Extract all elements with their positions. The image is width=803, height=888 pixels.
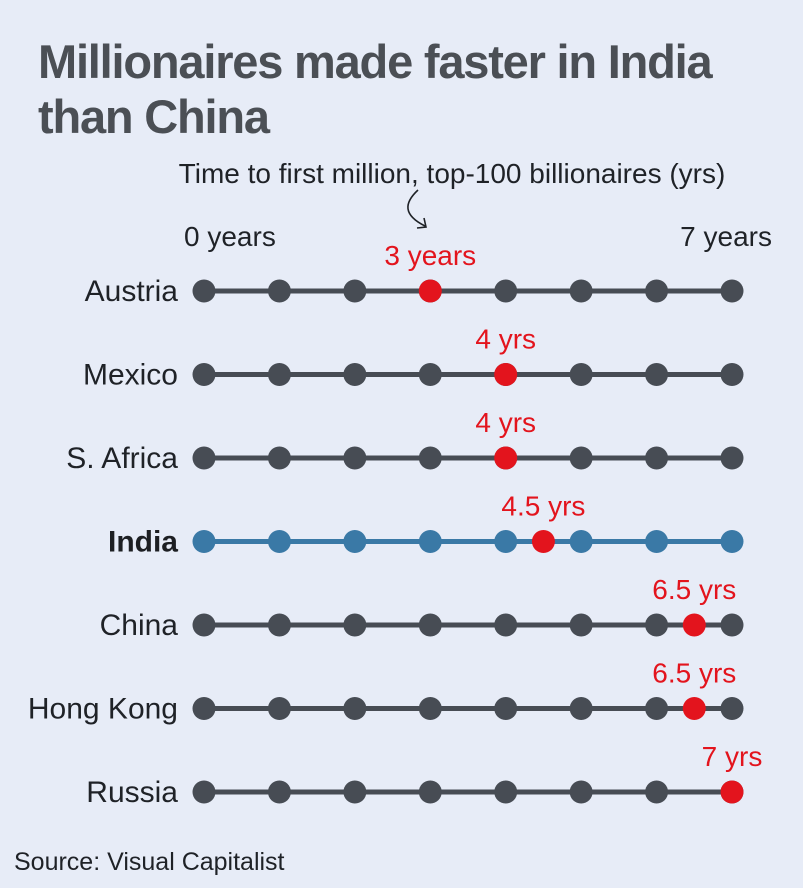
tick-dot-mexico-3 (418, 363, 442, 386)
tick-dot-austria-7 (720, 279, 744, 303)
tick-dot-hong-kong-7 (720, 697, 744, 720)
tick-dot-hong-kong-1 (267, 697, 291, 720)
value-label-mexico: 4 yrs (475, 324, 536, 355)
tick-dot-india-3 (418, 530, 442, 553)
tick-dot-china-7 (720, 613, 744, 637)
tick-dot-india-1 (267, 530, 291, 553)
tick-dot-hong-kong-5 (569, 697, 593, 720)
tick-dot-india-4 (494, 530, 518, 553)
tick-dot-china-4 (494, 613, 518, 637)
tick-dot-russia-0 (192, 780, 216, 804)
tick-dot-austria-1 (267, 279, 291, 303)
tick-dot-russia-5 (569, 780, 593, 804)
tick-dot-china-0 (192, 613, 216, 637)
tick-dot-mexico-2 (343, 363, 367, 386)
value-marker-s-africa (494, 446, 518, 470)
tick-dot-austria-6 (645, 279, 669, 303)
tick-dot-russia-6 (645, 780, 669, 804)
tick-dot-china-6 (645, 613, 669, 637)
tick-dot-hong-kong-4 (494, 697, 518, 720)
tick-dot-china-5 (569, 613, 593, 637)
tick-dot-china-2 (343, 613, 367, 637)
tick-dot-russia-3 (418, 780, 442, 804)
tick-dot-mexico-6 (645, 363, 669, 386)
tick-dot-russia-2 (343, 780, 367, 804)
tick-dot-russia-4 (494, 780, 518, 804)
value-label-china: 6.5 yrs (652, 574, 736, 605)
value-label-hong-kong: 6.5 yrs (652, 658, 736, 689)
tick-dot-china-1 (267, 613, 291, 637)
tick-dot-s-africa-7 (720, 446, 744, 470)
row-label-austria: Austria (85, 275, 179, 308)
tick-dot-india-7 (720, 530, 744, 553)
tick-dot-russia-1 (267, 780, 291, 804)
tick-dot-china-3 (418, 613, 442, 637)
row-label-china: China (100, 609, 179, 642)
tick-dot-mexico-1 (267, 363, 291, 386)
tick-dot-india-6 (645, 530, 669, 553)
row-label-s-africa: S. Africa (66, 442, 178, 475)
tick-dot-mexico-5 (569, 363, 593, 386)
tick-dot-india-5 (569, 530, 593, 553)
chart-rows: Austria 3 years Mexico 4 yrs S. Africa 4 yrs I… (28, 240, 762, 809)
subtitle-arrow-curve (407, 189, 426, 227)
chart-title: Millionaires made faster in India than C… (38, 35, 713, 143)
row-label-mexico: Mexico (83, 359, 178, 392)
value-label-austria: 3 years (384, 240, 476, 271)
value-marker-hong-kong (682, 697, 706, 720)
row-label-russia: Russia (86, 776, 178, 809)
tick-dot-hong-kong-6 (645, 697, 669, 720)
tick-dot-s-africa-5 (569, 446, 593, 470)
tick-dot-mexico-0 (192, 363, 216, 386)
value-label-india: 4.5 yrs (501, 491, 585, 522)
value-marker-china (682, 613, 706, 637)
row-label-hong-kong: Hong Kong (28, 693, 178, 726)
value-label-s-africa: 4 yrs (475, 407, 536, 438)
chart-subtitle: Time to first million, top-100 billionai… (179, 158, 726, 189)
x-max-label: 7 years (680, 221, 772, 252)
tick-dot-austria-5 (569, 279, 593, 303)
tick-dot-s-africa-2 (343, 446, 367, 470)
tick-dot-s-africa-3 (418, 446, 442, 470)
source-note: Source: Visual Capitalist (14, 848, 285, 876)
tick-dot-s-africa-1 (267, 446, 291, 470)
value-label-russia: 7 yrs (702, 741, 763, 772)
value-marker-mexico (494, 363, 518, 386)
tick-dot-s-africa-6 (645, 446, 669, 470)
tick-dot-austria-2 (343, 279, 367, 303)
x-min-label: 0 years (184, 221, 276, 252)
subtitle-arrow-head (416, 217, 427, 229)
value-marker-austria (418, 279, 442, 303)
tick-dot-austria-0 (192, 279, 216, 303)
tick-dot-india-2 (343, 530, 367, 553)
tick-dot-hong-kong-0 (192, 697, 216, 720)
tick-dot-austria-4 (494, 279, 518, 303)
tick-dot-mexico-7 (720, 363, 744, 386)
tick-dot-india-0 (192, 530, 216, 553)
value-marker-russia (720, 780, 744, 804)
tick-dot-s-africa-0 (192, 446, 216, 470)
value-marker-india (531, 530, 555, 553)
tick-dot-hong-kong-2 (343, 697, 367, 720)
tick-dot-hong-kong-3 (418, 697, 442, 720)
row-label-india: India (108, 526, 178, 559)
